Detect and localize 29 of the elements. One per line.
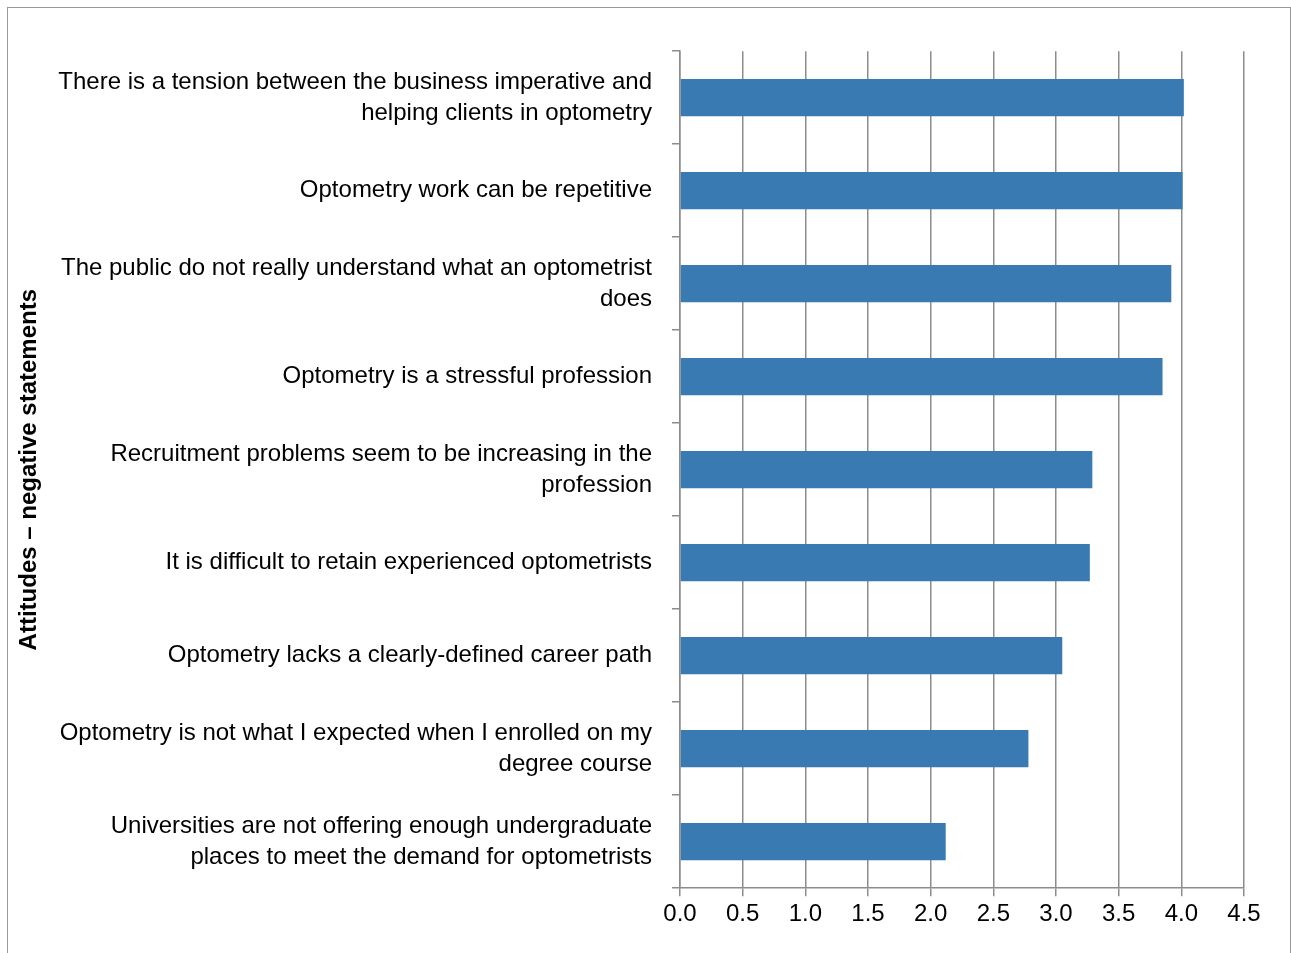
x-tick-label: 3.0	[1039, 899, 1073, 927]
x-tick-label: 4.0	[1164, 899, 1199, 927]
bar	[680, 172, 1183, 210]
bar	[680, 265, 1172, 303]
bar	[680, 79, 1184, 117]
y-tick-label: Optometry is a stressful profession	[282, 361, 652, 389]
y-axis-title: Attitudes – negative statements	[14, 288, 42, 651]
y-tick-label: Universities are not offering enough undergraduate places to meet the demand for optometrists	[110, 810, 652, 869]
bar	[680, 544, 1090, 582]
y-tick-label: Optometry work can be repetitive	[299, 175, 652, 203]
x-tick-label: 1.5	[851, 899, 885, 927]
bar	[680, 637, 1063, 675]
bar	[680, 451, 1093, 489]
y-tick-label: There is a tension between the business imperative and helping clients in optometry	[58, 66, 652, 125]
bar	[680, 358, 1163, 396]
x-tick-label: 1.0	[788, 899, 823, 927]
x-tick-label: 3.5	[1101, 899, 1136, 927]
y-tick-label: Optometry lacks a clearly-defined career path	[167, 640, 652, 668]
y-tick-label: Optometry is not what I expected when I enrolled on my degree course	[59, 717, 652, 776]
x-tick-label: 4.5	[1227, 899, 1261, 927]
x-tick-label: 0.0	[663, 899, 697, 927]
x-tick-label: 0.5	[725, 899, 760, 927]
y-tick-label: Recruitment problems seem to be increasing in the profession	[110, 438, 652, 497]
y-tick-label: It is difficult to retain experienced optometrists	[165, 547, 652, 575]
bar	[680, 730, 1029, 768]
x-tick-label: 2.5	[976, 899, 1011, 927]
bar	[680, 823, 946, 861]
y-tick-label: The public do not really understand what an optometrist does	[60, 252, 653, 311]
x-tick-label: 2.0	[913, 899, 948, 927]
